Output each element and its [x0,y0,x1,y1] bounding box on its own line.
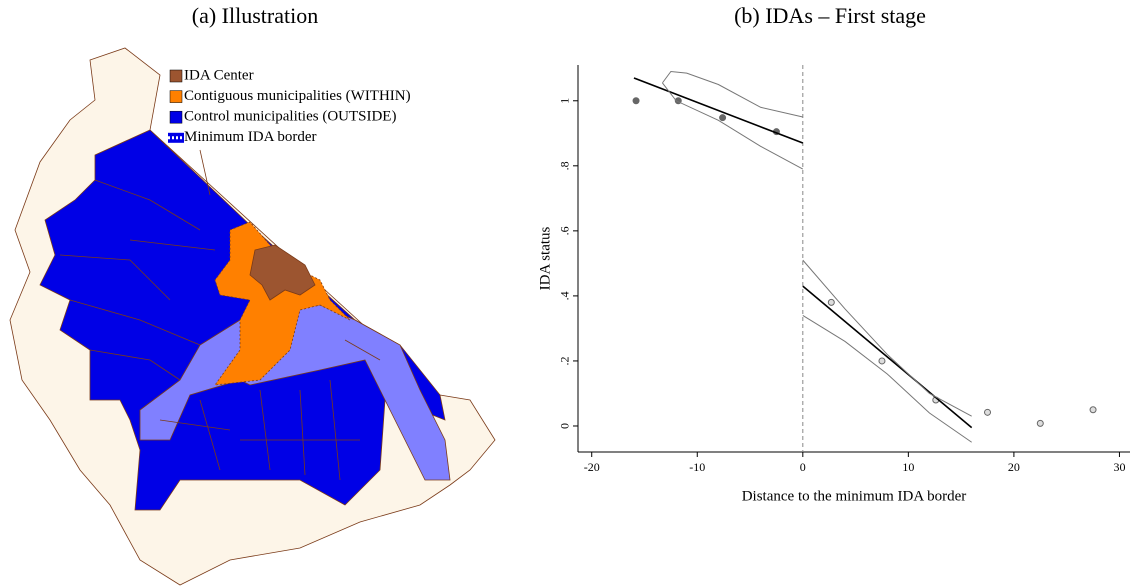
legend-swatch [169,110,183,124]
municipality-borders [59,149,381,481]
bin-point [878,357,886,365]
map [9,47,496,586]
legend-label: Minimum IDA border [184,129,317,145]
x-tick-label: -20 [584,460,600,474]
ci-line [662,82,804,170]
legend-label: Control municipalities (OUTSIDE) [184,109,396,125]
x-tick-label: -10 [689,460,705,474]
y-axis-label: IDA status [537,226,553,290]
bin-point [984,408,992,416]
y-tick-label: 0 [558,423,572,429]
bin-point [1089,406,1097,414]
legend-label: Contiguous municipalities (WITHIN) [184,88,411,104]
y-tick-label: .2 [558,356,572,365]
within-municipalities [214,221,351,386]
bin-point [632,97,640,105]
x-tick-label: 30 [1113,460,1125,474]
legend-swatch [169,69,183,83]
x-tick-label: 20 [1008,460,1020,474]
ci-line [802,314,972,443]
fit-line [802,285,973,429]
x-tick-label: 0 [800,460,806,474]
legend-label: IDA Center [184,67,254,83]
chart-title: (b) IDAs – First stage [734,3,926,28]
ci-line [802,259,972,417]
other-municipalities [139,304,451,481]
x-tick-label: 10 [902,460,914,474]
y-tick-label: .8 [558,161,572,170]
legend-swatch [169,90,183,103]
fit-line [633,77,804,144]
bin-point [827,298,835,306]
ci-line [662,70,803,118]
x-axis-label: Distance to the minimum IDA border [742,488,967,504]
bin-point [719,114,727,122]
y-tick-label: 1 [558,98,572,104]
chart-title: (a) Illustration [192,3,318,28]
ida-center [249,244,316,301]
y-tick-label: .6 [558,226,572,235]
y-tick-label: .4 [558,291,572,300]
bin-point [1036,419,1044,427]
